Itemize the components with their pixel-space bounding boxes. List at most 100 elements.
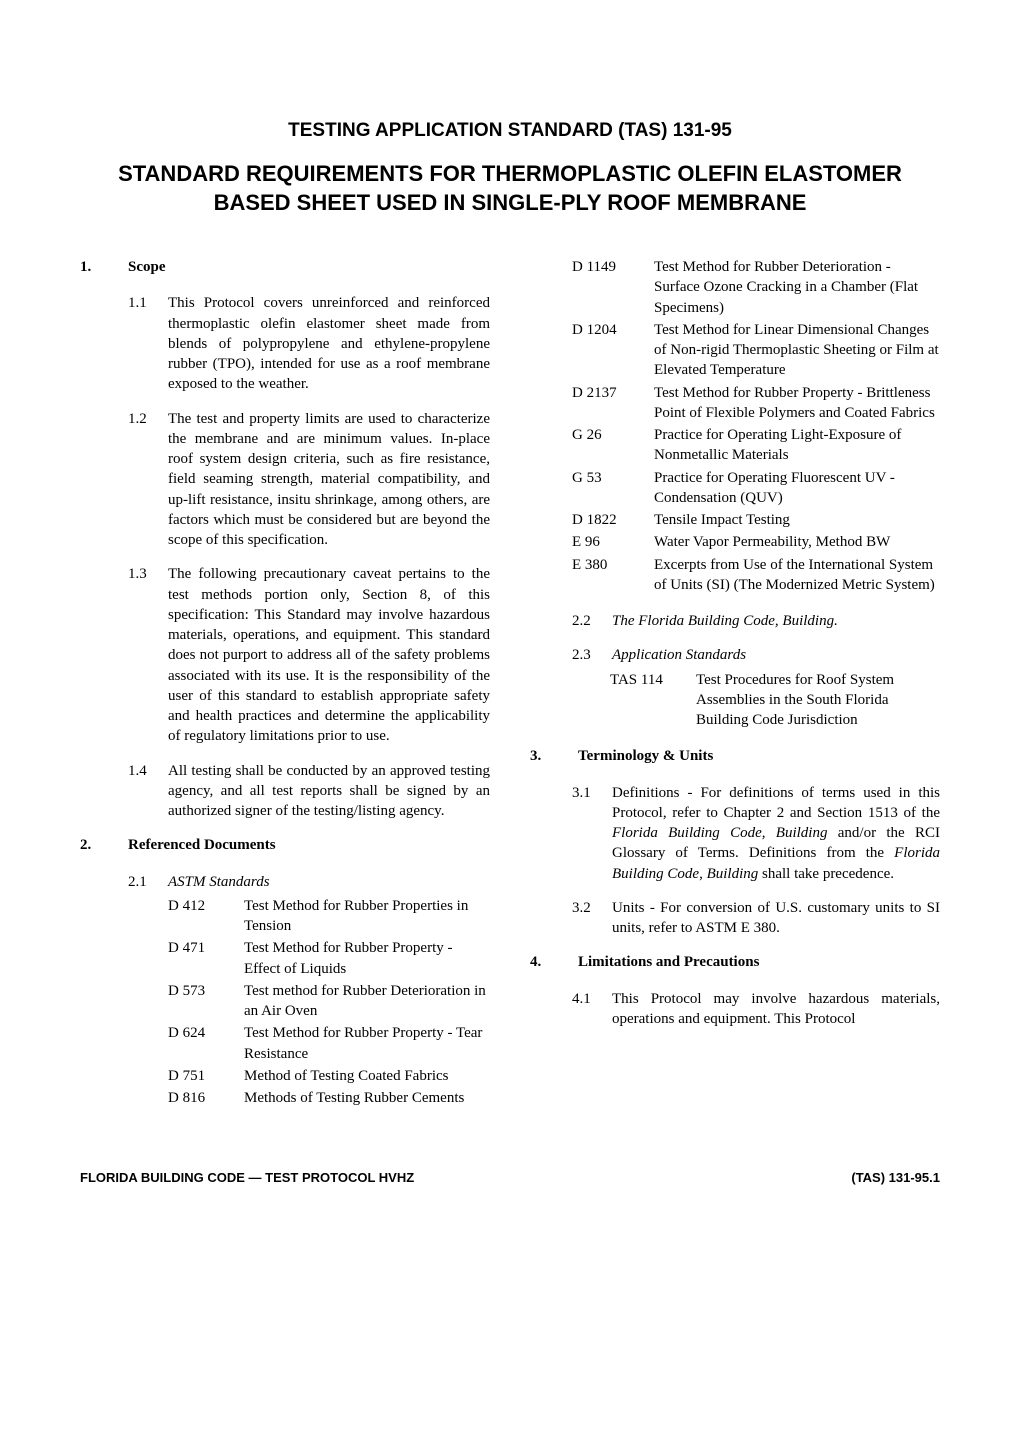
sub-number: 4.1: [572, 989, 598, 1030]
sub-number: 3.1: [572, 783, 598, 884]
section-heading: Limitations and Precautions: [578, 952, 759, 972]
astm-item: D 412Test Method for Rubber Properties i…: [168, 896, 490, 937]
footer-left: FLORIDA BUILDING CODE — TEST PROTOCOL HV…: [80, 1170, 414, 1185]
sub-number: 2.1: [128, 872, 154, 892]
astm-desc: Test Method for Rubber Property - Effect…: [244, 938, 490, 979]
astm-code: E 380: [572, 555, 646, 596]
sub-text: ASTM Standards: [168, 872, 490, 892]
astm-item: G 53Practice for Operating Fluorescent U…: [572, 468, 940, 509]
subsection-2-1: 2.1 ASTM Standards: [128, 872, 490, 892]
astm-code: D 1204: [572, 320, 646, 381]
astm-desc: Methods of Testing Rubber Cements: [244, 1088, 490, 1108]
sub-text: Definitions - For definitions of terms u…: [612, 783, 940, 884]
astm-code: D 471: [168, 938, 236, 979]
astm-item: D 2137Test Method for Rubber Property - …: [572, 383, 940, 424]
astm-list-left: D 412Test Method for Rubber Properties i…: [168, 896, 490, 1109]
astm-desc: Tensile Impact Testing: [654, 510, 940, 530]
section-3-header: 3. Terminology & Units: [530, 746, 940, 766]
sub-text: Application Standards: [612, 645, 940, 665]
astm-item: D 624Test Method for Rubber Property - T…: [168, 1023, 490, 1064]
page-footer: FLORIDA BUILDING CODE — TEST PROTOCOL HV…: [80, 1170, 940, 1185]
left-column: 1. Scope 1.1 This Protocol covers unrein…: [80, 257, 490, 1110]
sub-number: 1.1: [128, 293, 154, 394]
astm-code: D 2137: [572, 383, 646, 424]
sub-number: 1.4: [128, 761, 154, 822]
sub-number: 1.2: [128, 409, 154, 551]
sub-text: This Protocol may involve hazardous mate…: [612, 989, 940, 1030]
subsection-1-2: 1.2 The test and property limits are use…: [128, 409, 490, 551]
sub-text: The Florida Building Code, Building.: [612, 611, 940, 631]
section-heading: Terminology & Units: [578, 746, 713, 766]
right-column: D 1149Test Method for Rubber Deteriorati…: [530, 257, 940, 1110]
doc-main-title: STANDARD REQUIREMENTS FOR THERMOPLASTIC …: [80, 160, 940, 217]
section-number: 4.: [530, 952, 554, 972]
astm-desc: Test Method for Rubber Property - Brittl…: [654, 383, 940, 424]
astm-item: G 26Practice for Operating Light-Exposur…: [572, 425, 940, 466]
section-number: 3.: [530, 746, 554, 766]
astm-desc: Test Method for Linear Dimensional Chang…: [654, 320, 940, 381]
astm-item: D 816 Methods of Testing Rubber Cements: [168, 1088, 490, 1108]
astm-item: D 1822 Tensile Impact Testing: [572, 510, 940, 530]
astm-desc: Test method for Rubber Deterioration in …: [244, 981, 490, 1022]
astm-list-right: D 1149Test Method for Rubber Deteriorati…: [572, 257, 940, 595]
tas-item: TAS 114 Test Procedures for Roof System …: [610, 670, 940, 731]
two-column-layout: 1. Scope 1.1 This Protocol covers unrein…: [80, 257, 940, 1110]
astm-code: G 53: [572, 468, 646, 509]
astm-item: E 96 Water Vapor Permeability, Method BW: [572, 532, 940, 552]
subsection-4-1: 4.1 This Protocol may involve hazardous …: [572, 989, 940, 1030]
section-heading: Scope: [128, 257, 166, 277]
section-heading: Referenced Documents: [128, 835, 276, 855]
sub-number: 1.3: [128, 564, 154, 746]
sub-number: 2.3: [572, 645, 598, 665]
astm-code: D 751: [168, 1066, 236, 1086]
subsection-3-1: 3.1 Definitions - For definitions of ter…: [572, 783, 940, 884]
astm-code: D 412: [168, 896, 236, 937]
doc-header-title: TESTING APPLICATION STANDARD (TAS) 131-9…: [80, 120, 940, 142]
section-2-header: 2. Referenced Documents: [80, 835, 490, 855]
astm-desc: Practice for Operating Light-Exposure of…: [654, 425, 940, 466]
subsection-3-2: 3.2 Units - For conversion of U.S. custo…: [572, 898, 940, 939]
text-part: Definitions - For definitions of terms u…: [612, 785, 940, 821]
astm-code: D 624: [168, 1023, 236, 1064]
section-1-header: 1. Scope: [80, 257, 490, 277]
subsection-2-2: 2.2 The Florida Building Code, Building.: [572, 611, 940, 631]
astm-code: E 96: [572, 532, 646, 552]
astm-desc: Test Method for Rubber Properties in Ten…: [244, 896, 490, 937]
astm-code: D 1822: [572, 510, 646, 530]
tas-desc: Test Procedures for Roof System Assembli…: [696, 670, 940, 731]
tas-code: TAS 114: [610, 670, 688, 731]
subsection-1-1: 1.1 This Protocol covers unreinforced an…: [128, 293, 490, 394]
astm-desc: Water Vapor Permeability, Method BW: [654, 532, 940, 552]
sub-text: This Protocol covers unreinforced and re…: [168, 293, 490, 394]
subsection-1-3: 1.3 The following precautionary caveat p…: [128, 564, 490, 746]
section-4-header: 4. Limitations and Precautions: [530, 952, 940, 972]
section-number: 1.: [80, 257, 104, 277]
subsection-1-4: 1.4 All testing shall be conducted by an…: [128, 761, 490, 822]
astm-item: E 380Excerpts from Use of the Internatio…: [572, 555, 940, 596]
astm-desc: Excerpts from Use of the International S…: [654, 555, 940, 596]
sub-text: All testing shall be conducted by an app…: [168, 761, 490, 822]
sub-number: 2.2: [572, 611, 598, 631]
sub-number: 3.2: [572, 898, 598, 939]
astm-desc: Method of Testing Coated Fabrics: [244, 1066, 490, 1086]
astm-desc: Test Method for Rubber Deterioration - S…: [654, 257, 940, 318]
section-number: 2.: [80, 835, 104, 855]
subsection-2-3: 2.3 Application Standards: [572, 645, 940, 665]
astm-code: D 816: [168, 1088, 236, 1108]
tas-list: TAS 114 Test Procedures for Roof System …: [610, 670, 940, 731]
text-italic: Florida Building Code, Building: [612, 825, 827, 841]
astm-code: D 573: [168, 981, 236, 1022]
astm-desc: Practice for Operating Fluorescent UV - …: [654, 468, 940, 509]
astm-item: D 1204Test Method for Linear Dimensional…: [572, 320, 940, 381]
sub-text: Units - For conversion of U.S. customary…: [612, 898, 940, 939]
sub-text: The following precautionary caveat perta…: [168, 564, 490, 746]
astm-item: D 471Test Method for Rubber Property - E…: [168, 938, 490, 979]
astm-item: D 751 Method of Testing Coated Fabrics: [168, 1066, 490, 1086]
astm-code: G 26: [572, 425, 646, 466]
footer-right: (TAS) 131-95.1: [851, 1170, 940, 1185]
sub-text: The test and property limits are used to…: [168, 409, 490, 551]
astm-code: D 1149: [572, 257, 646, 318]
astm-item: D 1149Test Method for Rubber Deteriorati…: [572, 257, 940, 318]
astm-desc: Test Method for Rubber Property - Tear R…: [244, 1023, 490, 1064]
text-part: shall take precedence.: [758, 866, 894, 882]
